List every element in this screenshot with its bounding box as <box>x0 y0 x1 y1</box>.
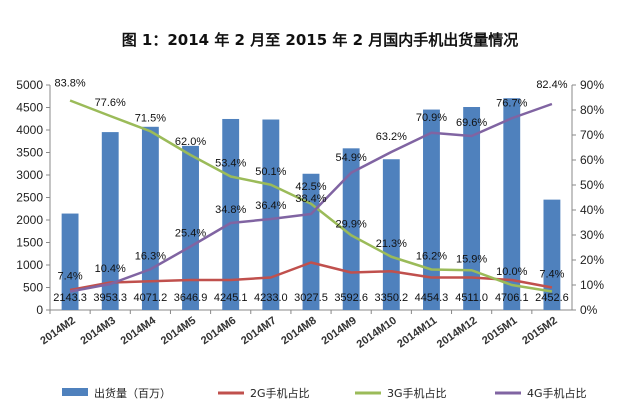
share-4g-label: 82.4% <box>536 79 567 91</box>
y-right-tick-label: 50% <box>580 178 604 192</box>
share-3g-label: 10.0% <box>496 266 527 278</box>
x-tick-label: 2014M2 <box>38 315 77 348</box>
share-4g-label: 10.4% <box>95 263 126 275</box>
share-3g-label: 71.5% <box>135 112 166 124</box>
bar-value-label: 4706.1 <box>495 292 529 304</box>
y-right-tick-label: 0% <box>580 303 598 317</box>
share-4g-label: 16.3% <box>135 250 166 262</box>
bar-value-label: 4511.0 <box>455 292 488 304</box>
bar-value-label: 3350.2 <box>374 292 408 304</box>
share-3g-label: 77.6% <box>95 97 126 109</box>
share-3g-label: 50.1% <box>255 166 286 178</box>
legend-item-label: 出货量（百万） <box>94 386 171 400</box>
bar-value-label: 3646.9 <box>174 292 208 304</box>
y-right-tick-label: 60% <box>580 153 604 167</box>
share-3g-label: 83.8% <box>54 78 85 90</box>
bar-value-label: 4233.0 <box>254 292 288 304</box>
share-4g-label: 63.2% <box>376 131 407 143</box>
legend-item-label: 3G手机占比 <box>387 386 447 400</box>
bar <box>141 126 159 311</box>
chart-title: 图 1：2014 年 2 月至 2015 年 2 月国内手机出货量情况 <box>122 31 519 49</box>
x-tick-label: 2014M6 <box>199 315 238 348</box>
share-4g-label: 36.4% <box>255 200 286 212</box>
x-tick-label: 2014M10 <box>355 315 399 351</box>
share-4g-label: 34.8% <box>215 204 246 216</box>
y-left-tick-label: 2000 <box>16 213 43 227</box>
y-left-tick-label: 2500 <box>16 191 43 205</box>
y-right-tick-label: 90% <box>580 78 604 92</box>
x-tick-label: 2014M3 <box>78 315 117 348</box>
share-3g-label: 16.2% <box>416 251 447 263</box>
bar <box>182 145 199 310</box>
y-left-tick-label: 0 <box>36 303 43 317</box>
bar <box>342 148 360 310</box>
share-3g-label: 53.4% <box>215 158 246 170</box>
share-3g-label: 29.9% <box>336 218 367 230</box>
legend-item-label: 4G手机占比 <box>527 386 587 400</box>
bar <box>463 107 481 310</box>
share-4g-label: 7.4% <box>58 271 83 283</box>
bar-value-label: 3953.3 <box>93 292 127 304</box>
bar-value-label: 2143.3 <box>53 292 87 304</box>
x-tick-label: 2014M8 <box>279 315 318 348</box>
series-line-2g <box>69 261 553 292</box>
bar-value-label: 4454.3 <box>415 292 449 304</box>
bar <box>101 132 119 310</box>
share-3g-label: 21.3% <box>376 238 407 250</box>
bar <box>543 199 561 310</box>
share-3g-label: 7.4% <box>539 269 564 281</box>
legend: 出货量（百万） 2G手机占比 3G手机占比 4G手机占比 <box>62 386 587 400</box>
bar-value-label: 4245.1 <box>214 292 248 304</box>
y-left-tick-label: 1000 <box>16 258 43 272</box>
share-3g-label: 62.0% <box>175 136 206 148</box>
bar <box>382 159 400 310</box>
y-right-tick-label: 70% <box>580 128 604 142</box>
y-left-tick-label: 5000 <box>16 78 43 92</box>
bar-value-label: 2452.6 <box>535 292 569 304</box>
y-left-tick-label: 500 <box>23 281 43 295</box>
legend-item-label: 2G手机占比 <box>250 386 310 400</box>
legend-swatch-bar <box>62 388 88 396</box>
bar <box>423 109 440 310</box>
y-right-tick-label: 40% <box>580 203 604 217</box>
y-right-tick-label: 10% <box>580 278 604 292</box>
x-tick-label: 2015M1 <box>480 315 519 348</box>
x-tick-label: 2014M4 <box>119 314 159 347</box>
bar <box>222 118 240 311</box>
y-left-tick-label: 3000 <box>16 168 43 182</box>
bar-series <box>61 98 561 311</box>
bar-value-label: 3027.5 <box>294 292 328 304</box>
y-right-tick-label: 30% <box>580 228 604 242</box>
y-right-tick-label: 80% <box>580 103 604 117</box>
x-tick-label: 2014M11 <box>395 315 439 351</box>
y-left-tick-label: 3500 <box>16 146 43 160</box>
bar <box>503 98 521 311</box>
bar <box>262 119 280 310</box>
x-tick-label: 2015M2 <box>520 315 559 348</box>
series-line-3g <box>69 99 553 293</box>
y-left-tick-label: 1500 <box>16 236 43 250</box>
share-4g-label: 70.9% <box>416 112 447 124</box>
bar <box>61 213 79 310</box>
x-tick-label: 2014M12 <box>435 315 479 351</box>
share-3g-label: 15.9% <box>456 253 487 265</box>
share-4g-label: 54.9% <box>336 152 367 164</box>
share-4g-label: 69.6% <box>456 117 487 129</box>
data-labels: 2143.3 3953.3 4071.2 3646.9 4245.1 4233.0 3027… <box>53 78 569 305</box>
share-4g-label: 38.4% <box>295 193 326 205</box>
share-3g-label: 42.5% <box>295 181 326 193</box>
y-right-tick-label: 20% <box>580 253 604 267</box>
share-4g-label: 25.4% <box>175 228 206 240</box>
bar-value-label: 3592.6 <box>334 292 368 304</box>
share-4g-label: 76.7% <box>496 97 527 109</box>
y-left-tick-label: 4500 <box>16 101 43 115</box>
x-tick-label: 2014M7 <box>239 315 278 348</box>
series-line-4g <box>69 102 553 293</box>
y-left-tick-label: 4000 <box>16 123 43 137</box>
x-tick-label: 2014M5 <box>159 315 198 348</box>
line-series <box>69 99 553 293</box>
bar-value-label: 4071.2 <box>134 292 168 304</box>
x-tick-label: 2014M9 <box>319 315 358 348</box>
